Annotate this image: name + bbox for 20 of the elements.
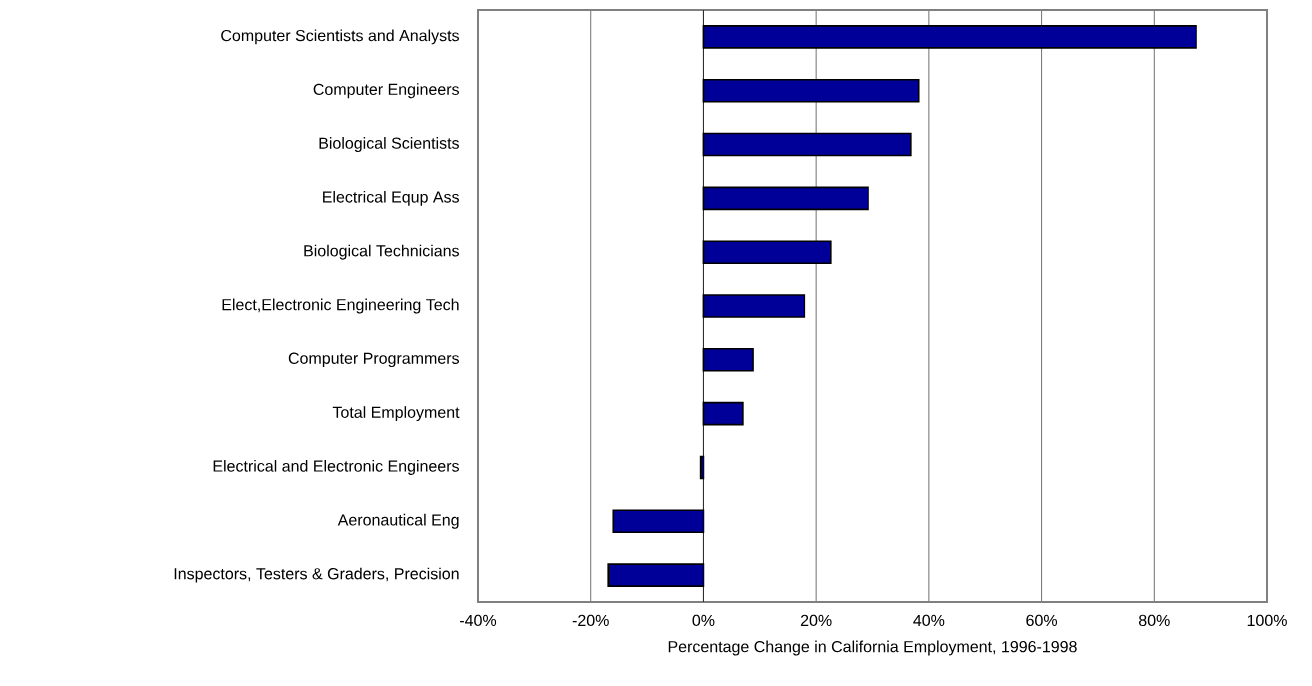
- x-tick-label: 40%: [913, 614, 945, 627]
- x-tick-label: -20%: [572, 614, 609, 627]
- x-axis-title: Percentage Change in California Employment, 1996-1998: [668, 640, 1077, 656]
- x-tick-label: -40%: [460, 614, 497, 627]
- y-tick-label: Inspectors, Testers & Graders, Precision: [174, 567, 459, 583]
- x-tick-label: 0%: [692, 614, 715, 627]
- y-tick-label: Biological Technicians: [304, 244, 459, 260]
- y-tick-label: Elect,Electronic Engineering Tech: [222, 298, 459, 314]
- y-tick-label: Total Employment: [332, 406, 460, 422]
- y-tick-label: Computer Engineers: [313, 83, 459, 99]
- y-tick-label: Biological Scientists: [319, 137, 459, 153]
- x-tick-label: 60%: [1026, 614, 1058, 627]
- x-tick-label: 80%: [1138, 614, 1170, 627]
- y-tick-label: Computer Scientists and Analysts: [221, 29, 459, 45]
- y-tick-label: Electrical and Electronic Engineers: [213, 460, 459, 475]
- y-tick-label: Aeronautical Eng: [337, 513, 459, 529]
- x-tick-label: 100%: [1247, 614, 1287, 627]
- y-tick-label: Computer Programmers: [288, 352, 459, 368]
- y-tick-label: Electrical Equp Ass: [323, 190, 459, 206]
- x-tick-label: 20%: [800, 614, 832, 627]
